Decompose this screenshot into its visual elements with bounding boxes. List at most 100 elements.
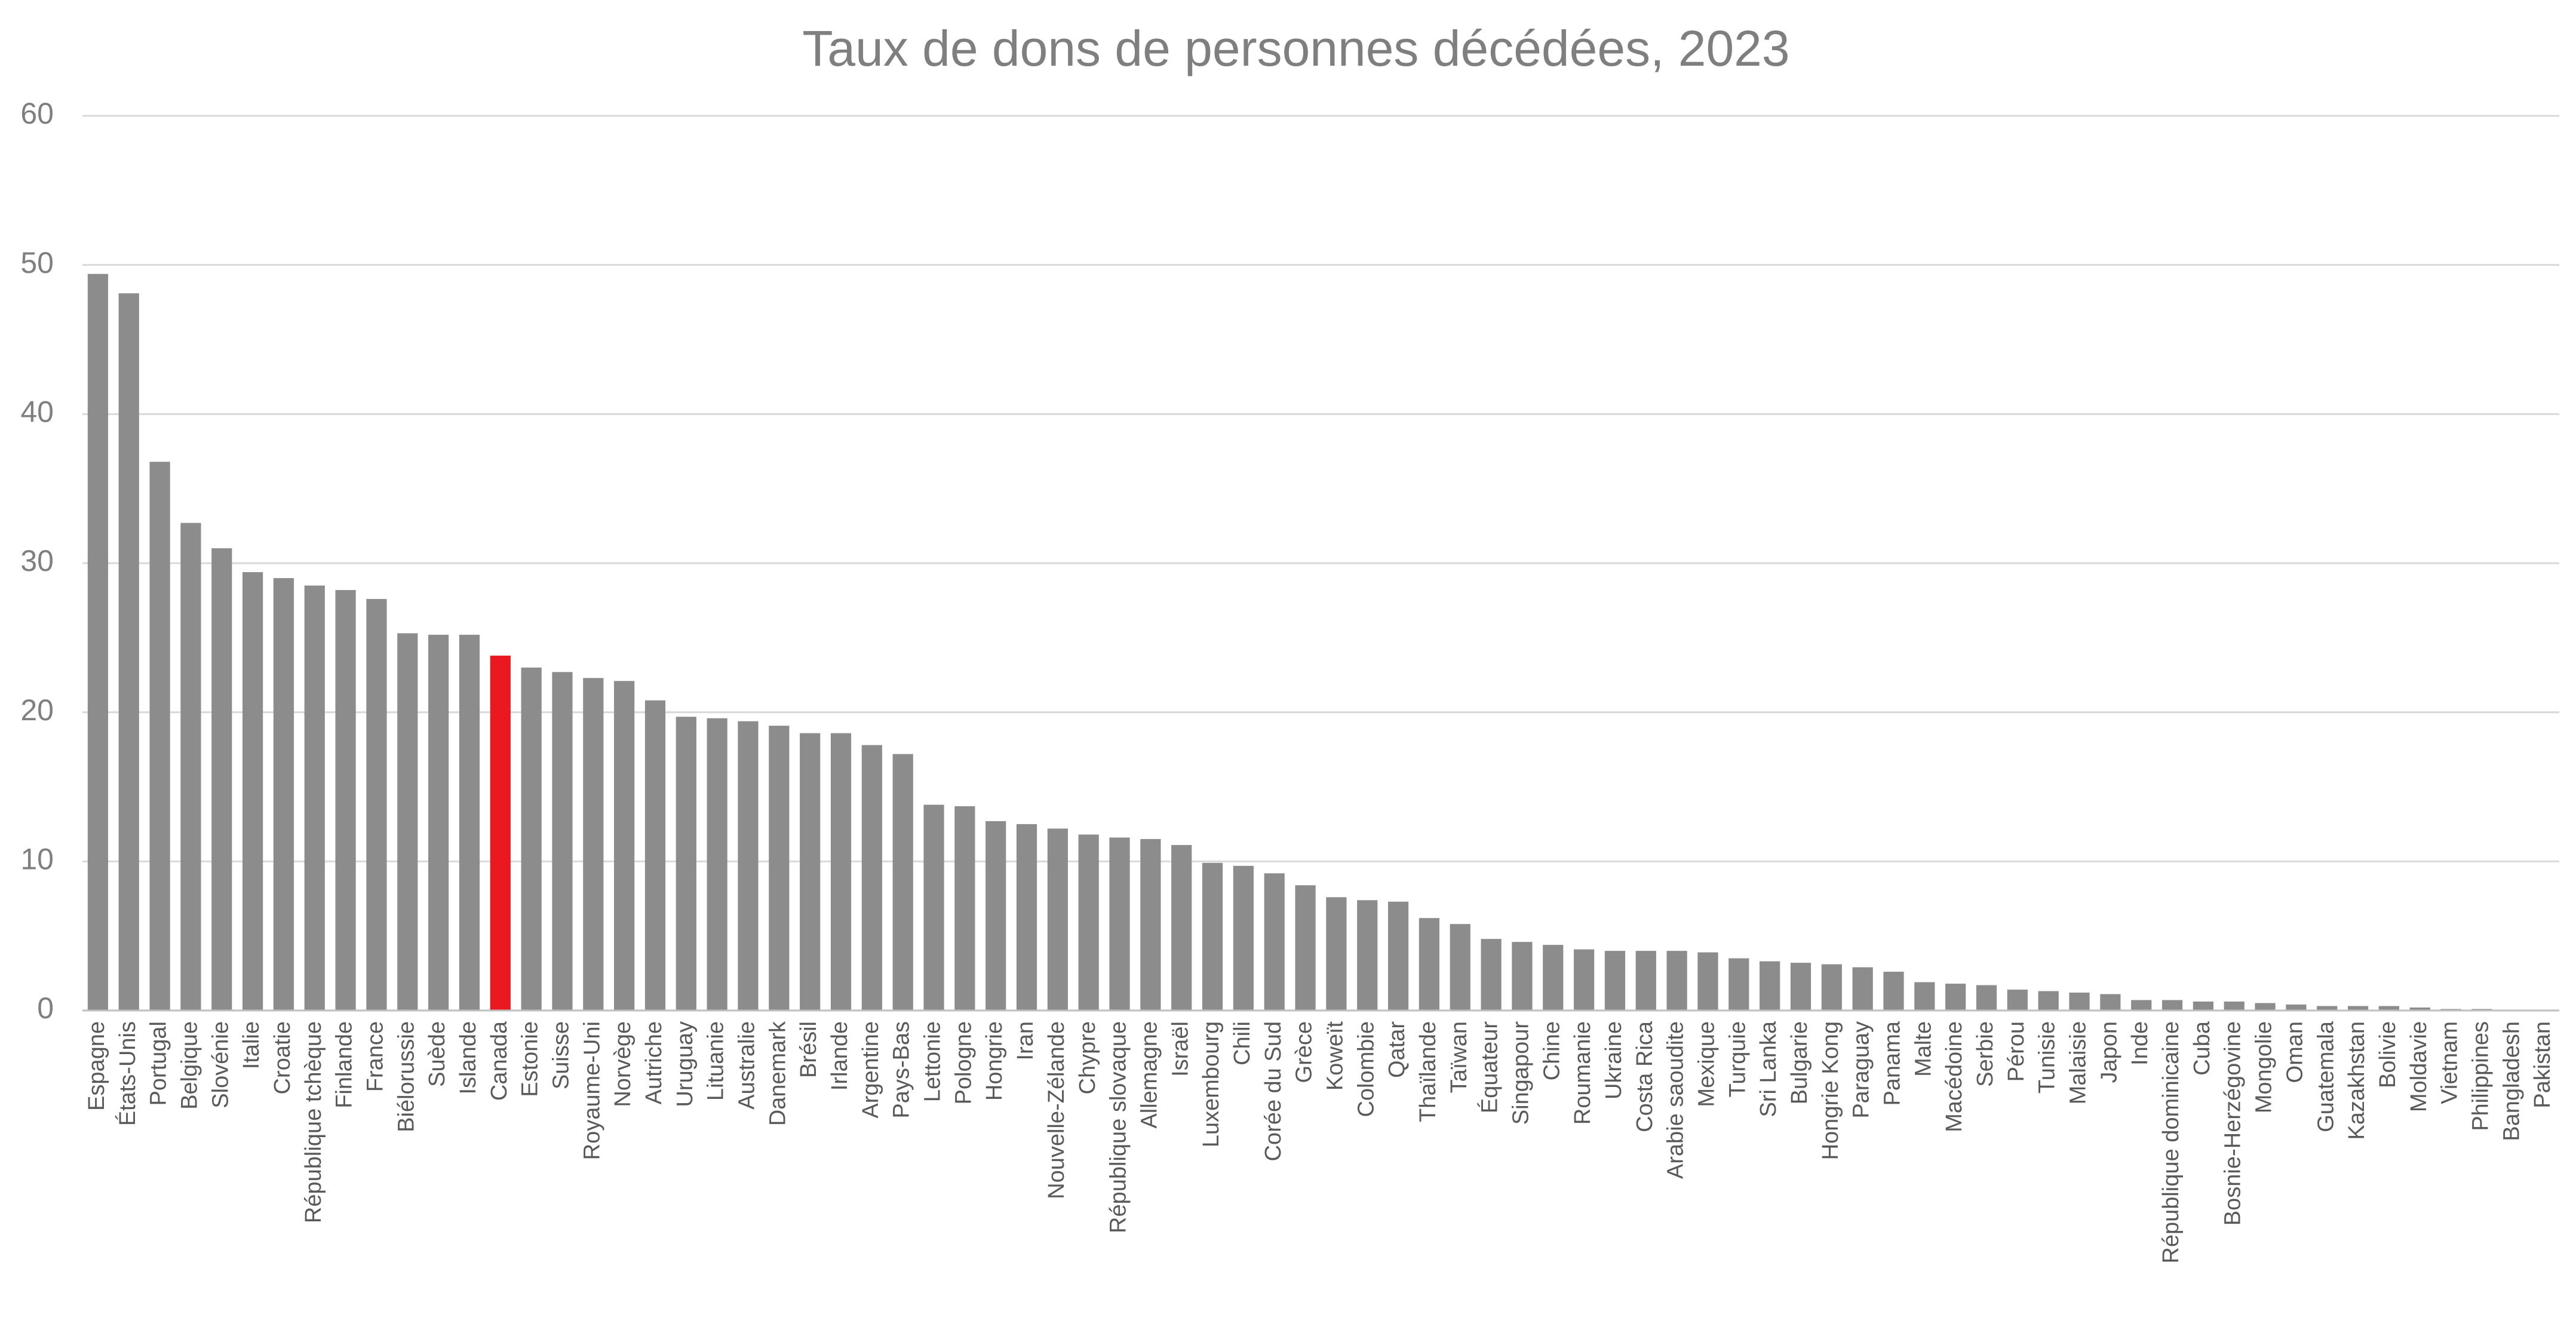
bar	[87, 274, 109, 1010]
x-tick-label: Mexique	[1694, 1021, 1720, 1107]
bar	[954, 806, 975, 1010]
bar	[428, 634, 449, 1010]
bar	[676, 717, 696, 1010]
x-tick-label: Macédoine	[1942, 1021, 1967, 1132]
bar	[2131, 1000, 2152, 1010]
x-tick-label: Bulgarie	[1787, 1021, 1812, 1104]
x-tick-label: Singapour	[1508, 1021, 1533, 1125]
x-tick-label: Serbie	[1973, 1021, 1998, 1087]
x-tick-label: Finlande	[332, 1021, 357, 1108]
bar	[1171, 844, 1192, 1010]
x-tick-label: Autriche	[641, 1021, 667, 1104]
bar	[397, 633, 418, 1010]
bar	[1140, 838, 1161, 1010]
bar	[892, 754, 913, 1010]
x-tick-label: Nouvelle-Zélande	[1044, 1021, 1069, 1199]
bar	[1481, 939, 1502, 1010]
bar	[1233, 865, 1254, 1010]
bar	[1914, 982, 1935, 1010]
x-tick-label: Biélorussie	[394, 1021, 419, 1132]
x-tick-label: Australie	[735, 1021, 760, 1110]
x-tick-label: France	[363, 1021, 388, 1092]
x-tick-label: Suisse	[549, 1021, 574, 1089]
x-tick-label: Turquie	[1725, 1021, 1750, 1097]
x-tick-label: Malaisie	[2066, 1021, 2091, 1104]
bar	[1883, 972, 1904, 1010]
x-tick-label: Danemark	[765, 1021, 790, 1126]
bar	[707, 718, 727, 1010]
x-tick-label: Malte	[1911, 1021, 1936, 1077]
x-tick-label: Colombie	[1353, 1021, 1378, 1117]
bar	[1728, 958, 1749, 1010]
x-tick-label: Chypre	[1075, 1021, 1100, 1095]
bar	[769, 726, 790, 1010]
bar	[2193, 1002, 2213, 1010]
bar	[861, 745, 882, 1010]
x-tick-label: République slovaque	[1106, 1021, 1131, 1233]
bar	[830, 733, 852, 1010]
bar	[1264, 873, 1285, 1010]
x-tick-label: Croatie	[270, 1021, 295, 1095]
x-tick-label: Lettonie	[920, 1021, 945, 1102]
y-tick-label: 0	[37, 991, 54, 1025]
x-tick-label: Costa Rica	[1632, 1021, 1657, 1132]
bar	[614, 681, 635, 1010]
bar	[1512, 942, 1533, 1010]
bar	[1852, 967, 1873, 1010]
x-tick-label: Slovénie	[208, 1021, 233, 1108]
bar	[1202, 862, 1223, 1010]
x-tick-label: Luxembourg	[1199, 1021, 1224, 1147]
x-tick-label: Irlande	[827, 1021, 852, 1091]
bar	[1357, 900, 1378, 1010]
x-tick-label: Tunisie	[2035, 1021, 2060, 1094]
y-tick-label: 10	[20, 843, 54, 876]
bar	[459, 634, 480, 1010]
bar	[118, 293, 139, 1011]
x-tick-label: Portugal	[146, 1021, 171, 1106]
y-tick-label: 20	[20, 693, 54, 727]
x-tick-label: Uruguay	[673, 1021, 698, 1107]
bar	[1078, 834, 1099, 1010]
bar	[490, 655, 511, 1010]
x-tick-label: Mongolie	[2252, 1021, 2277, 1113]
bar	[149, 462, 170, 1010]
x-tick-label: Allemagne	[1137, 1021, 1162, 1129]
x-tick-label: Grèce	[1292, 1021, 1317, 1083]
x-tick-label: Moldavie	[2406, 1021, 2431, 1112]
bar	[1821, 964, 1842, 1010]
x-tick-label: Italie	[239, 1021, 264, 1069]
x-tick-label: Vietnam	[2437, 1021, 2463, 1104]
bar	[273, 578, 294, 1010]
bar	[923, 804, 944, 1010]
bar	[1697, 952, 1718, 1010]
bar	[1760, 961, 1780, 1010]
bar	[1016, 824, 1037, 1010]
x-tick-label: Argentine	[858, 1021, 883, 1119]
bar	[1945, 984, 1966, 1010]
x-tick-label: Iran	[1013, 1021, 1038, 1060]
bar	[583, 678, 604, 1010]
chart-title: Taux de dons de personnes décédées, 2023	[802, 20, 1789, 76]
bar	[1047, 828, 1068, 1010]
bar	[1666, 951, 1687, 1010]
bar	[2409, 1008, 2430, 1010]
x-tick-label: Guatemala	[2313, 1021, 2338, 1132]
bar	[1635, 951, 1656, 1010]
x-tick-label: République dominicaine	[2159, 1021, 2184, 1264]
bar	[242, 572, 263, 1010]
bar	[2161, 1000, 2183, 1010]
bar	[644, 700, 666, 1010]
bar	[1295, 885, 1316, 1010]
x-tick-label: Roumanie	[1570, 1021, 1595, 1125]
x-tick-label: Paraguay	[1849, 1021, 1874, 1119]
bar	[738, 721, 759, 1010]
x-tick-label: République tchèque	[301, 1021, 326, 1223]
bar	[1790, 963, 1812, 1010]
x-tick-label: Estonie	[518, 1021, 543, 1097]
x-tick-label: Bosnie-Herzégovine	[2221, 1021, 2246, 1226]
x-tick-label: Oman	[2282, 1021, 2307, 1083]
bar	[180, 523, 201, 1010]
x-tick-label: Pérou	[2004, 1021, 2029, 1082]
x-tick-label: Équateur	[1477, 1021, 1503, 1114]
